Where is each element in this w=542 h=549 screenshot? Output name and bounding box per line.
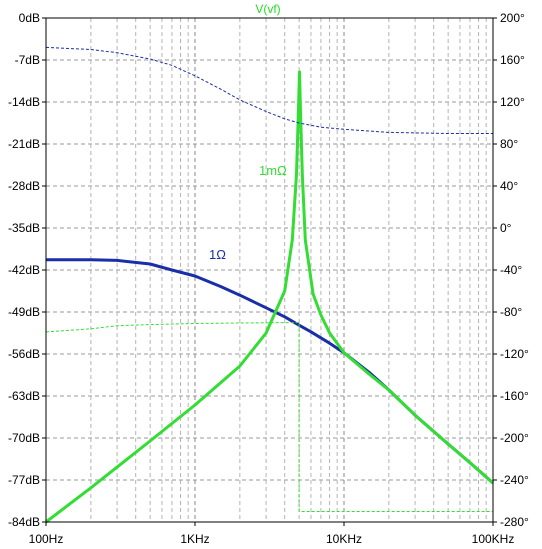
right-tick-label: 120° — [500, 95, 525, 109]
right-tick-label: 200° — [500, 11, 525, 25]
left-tick-label: -21dB — [8, 137, 40, 151]
left-tick-label: -28dB — [8, 179, 40, 193]
left-tick-label: -35dB — [8, 221, 40, 235]
left-axis-ticks: 0dB -7dB -14dB -21dB -28dB -35dB -42dB -49dB -56… — [8, 11, 46, 529]
right-tick-label: 80° — [500, 137, 518, 151]
x-tick-label: 1KHz — [180, 532, 209, 546]
right-axis-ticks: 200° 160° 120° 80° 40° 0° -40° -80° -120° -160° -2… — [493, 11, 529, 529]
right-tick-label: -40° — [500, 263, 522, 277]
left-tick-label: -14dB — [8, 95, 40, 109]
left-tick-label: -70dB — [8, 431, 40, 445]
left-tick-label: -49dB — [8, 305, 40, 319]
right-tick-label: -120° — [500, 347, 529, 361]
right-tick-label: 160° — [500, 53, 525, 67]
series-layer — [45, 46, 494, 524]
left-tick-label: -7dB — [15, 53, 40, 67]
series-magnitude-1mohm — [45, 70, 494, 524]
x-tick-label: 10KHz — [326, 532, 362, 546]
grid — [46, 17, 493, 523]
left-tick-label: -84dB — [8, 515, 40, 529]
annotation-1ohm: 1Ω — [209, 247, 226, 262]
series-phase-1ohm — [45, 46, 493, 134]
right-tick-label: -280° — [500, 515, 529, 529]
left-tick-label: -42dB — [8, 263, 40, 277]
left-tick-label: -77dB — [8, 473, 40, 487]
left-tick-label: -56dB — [8, 347, 40, 361]
right-tick-label: -240° — [500, 473, 529, 487]
x-axis-ticks: 100Hz 1KHz 10KHz 100KHz — [29, 522, 515, 546]
annotation-1mohm: 1mΩ — [259, 163, 287, 178]
right-tick-label: -80° — [500, 305, 522, 319]
right-tick-label: -160° — [500, 389, 529, 403]
left-tick-label: -63dB — [8, 389, 40, 403]
x-tick-label: 100KHz — [472, 532, 515, 546]
series-phase-1mohm — [45, 322, 493, 512]
right-tick-label: 0° — [500, 221, 512, 235]
right-tick-label: -200° — [500, 431, 529, 445]
x-tick-label: 100Hz — [29, 532, 64, 546]
left-tick-label: 0dB — [19, 11, 40, 25]
right-tick-label: 40° — [500, 179, 518, 193]
chart-title: V(vf) — [255, 2, 280, 16]
